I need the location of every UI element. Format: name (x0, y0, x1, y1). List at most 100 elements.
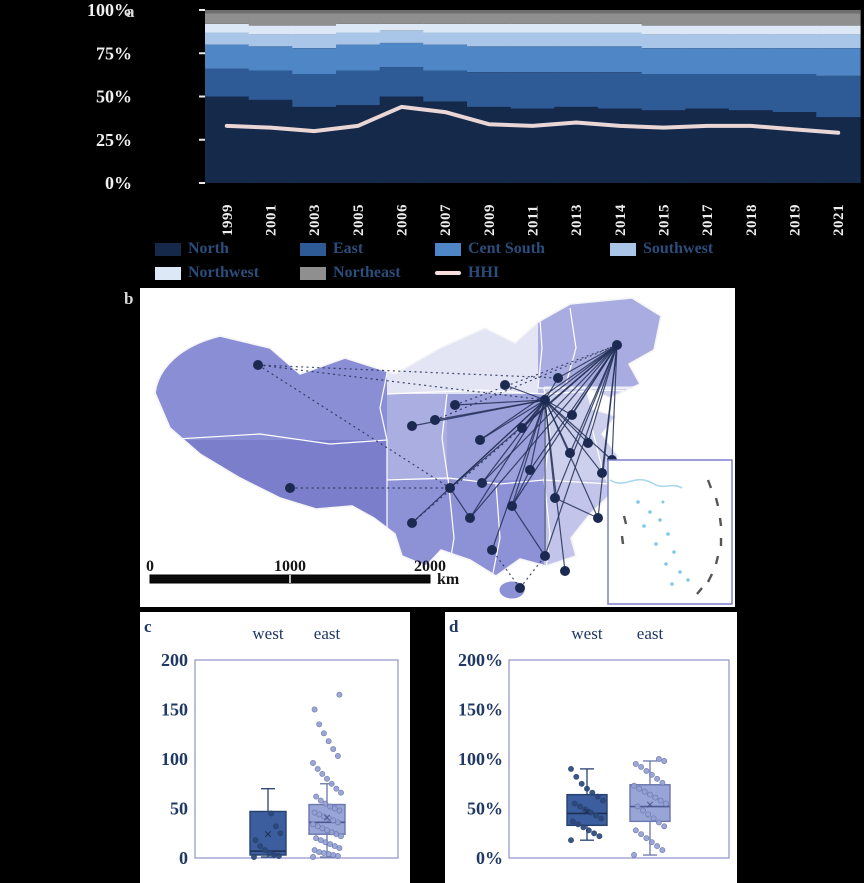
legend-swatch-east (300, 242, 326, 256)
city-node (540, 551, 550, 561)
area-segment-cent-south (248, 46, 293, 71)
area-segment-northwest (336, 23, 381, 33)
panel-d-label: d (449, 617, 459, 636)
x-axis-year-label: 2009 (482, 204, 498, 236)
city-node (500, 380, 510, 390)
area-segment-southwest (729, 34, 774, 48)
area-segment-southwest (379, 30, 424, 43)
legend-label: Northwest (188, 264, 260, 281)
network-edge (449, 344, 618, 489)
y-axis-tick-label: 50% (467, 799, 503, 819)
data-point-west (594, 793, 601, 800)
data-point-east (634, 803, 641, 810)
city-node (507, 501, 517, 511)
area-segment-cent-south (685, 48, 730, 74)
x-axis-year-label: 2013 (569, 204, 585, 236)
data-point-east (316, 721, 323, 728)
network-edge-dotted (519, 555, 546, 589)
area-segment-cent-south (641, 48, 686, 74)
area-segment-northwest (248, 25, 293, 35)
data-point-east (648, 839, 655, 846)
city-node (550, 493, 560, 503)
area-segment-southwest (554, 32, 599, 47)
y-axis-tick-label: 75% (96, 43, 132, 63)
group-label-east: east (637, 624, 664, 643)
area-segment-northeast (816, 10, 861, 26)
area-segment-east (248, 70, 293, 100)
data-point-west (598, 815, 605, 822)
data-point-west (591, 830, 598, 837)
area-segment-cent-south (292, 48, 337, 74)
network-edge (411, 399, 546, 524)
legend-item-northwest: Northwest (155, 264, 259, 282)
area-segment-east (554, 72, 599, 107)
area-segment-east (641, 74, 686, 111)
data-point-east (655, 819, 662, 826)
area-segment-east (729, 74, 774, 111)
area-segment-northwest (816, 25, 861, 35)
data-point-east (325, 738, 332, 745)
x-axis-year-label: 2003 (307, 204, 323, 236)
data-point-west (582, 806, 589, 813)
data-point-east (338, 789, 344, 796)
panel-a-label: a (126, 2, 135, 21)
group-label-west: west (252, 624, 283, 643)
inset-coastline (609, 478, 683, 489)
x-axis-year-label: 2019 (788, 204, 804, 236)
data-point-east (311, 809, 318, 816)
network-edge (544, 344, 618, 557)
mean-marker-east: × (646, 798, 655, 814)
area-segment-southwest (510, 32, 555, 47)
network-edge (481, 399, 546, 484)
area-segment-east (423, 70, 468, 102)
data-point-east (322, 800, 329, 807)
legend-swatch-hhi (435, 271, 461, 275)
area-segment-northwest (467, 23, 512, 33)
data-point-west (252, 837, 259, 844)
network-edge (587, 344, 618, 444)
city-network (253, 340, 622, 593)
city-node (465, 513, 475, 523)
data-point-east (320, 850, 327, 857)
area-segment-cent-south (772, 48, 817, 74)
area-segment-north (641, 110, 686, 183)
area-segment-southwest (205, 32, 250, 45)
area-segment-north (598, 108, 643, 183)
network-edge (504, 384, 546, 401)
y-axis-tick-label: 100% (87, 0, 132, 20)
area-segment-northwest (641, 25, 686, 35)
area-segment-east (379, 67, 424, 97)
area-segment-north (729, 110, 774, 183)
panel-c-label: c (144, 617, 152, 636)
panel-b-label: b (124, 289, 134, 308)
city-node (517, 423, 527, 433)
area-segment-northwest (379, 23, 424, 31)
data-point-west (568, 765, 574, 772)
regional-share-chart: 0% 25% 50% 75% 100% 1999 2001 2003 2005 2006 2007 2… (87, 0, 861, 236)
data-point-east (631, 852, 637, 858)
city-node (285, 483, 295, 493)
data-point-east (636, 785, 643, 792)
data-point-east (643, 767, 650, 774)
data-point-east (638, 763, 645, 770)
network-edge (554, 344, 618, 499)
area-segment-cent-south (554, 46, 599, 73)
city-node (477, 478, 487, 488)
city-node (593, 513, 603, 523)
y-axis-tick-label: 200 (161, 650, 188, 670)
data-point-west (592, 812, 599, 819)
data-point-east (317, 797, 324, 804)
data-point-west (569, 818, 576, 825)
network-edge (481, 344, 618, 484)
city-node (597, 468, 607, 478)
scale-tick-2000: 2000 (414, 558, 446, 575)
area-segment-north (205, 96, 250, 183)
data-point-east (324, 775, 330, 782)
data-point-east (333, 785, 340, 792)
data-point-east (336, 691, 343, 698)
area-segment-southwest (641, 34, 686, 48)
area-segment-northwest (510, 23, 555, 33)
data-point-east (330, 746, 337, 753)
area-segment-cent-south (379, 42, 424, 68)
network-edge (449, 487, 471, 519)
